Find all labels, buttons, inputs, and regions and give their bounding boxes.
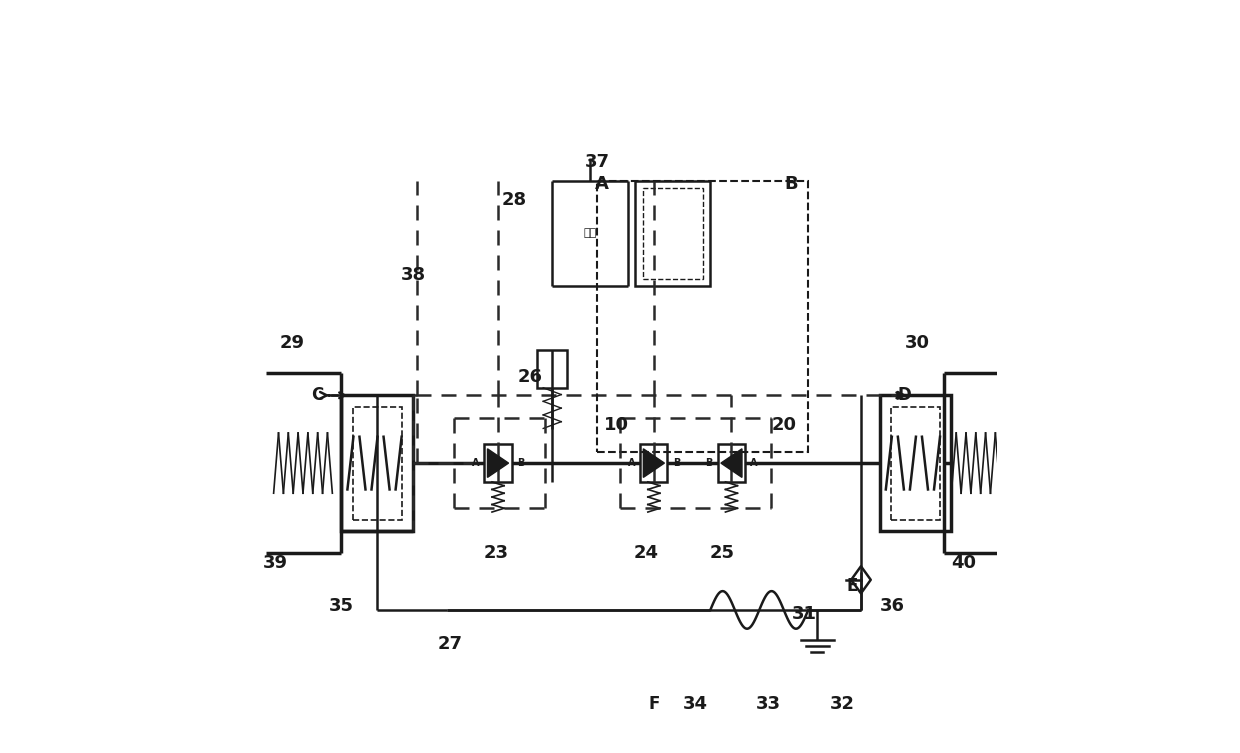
- Text: 电压: 电压: [583, 228, 596, 239]
- Text: 27: 27: [438, 635, 463, 653]
- Bar: [598, 181, 808, 452]
- Bar: [537, 350, 567, 388]
- Text: 24: 24: [634, 544, 658, 562]
- Bar: [880, 395, 951, 531]
- Text: B: B: [673, 458, 681, 468]
- Bar: [642, 188, 703, 279]
- Text: 23: 23: [484, 544, 508, 562]
- Polygon shape: [487, 449, 508, 477]
- Text: 20: 20: [771, 416, 796, 434]
- Bar: [640, 444, 667, 482]
- Text: 29: 29: [280, 334, 305, 352]
- Text: B: B: [517, 458, 525, 468]
- Text: B: B: [706, 458, 713, 468]
- Bar: [485, 444, 512, 482]
- Text: 10: 10: [604, 416, 629, 434]
- Text: 34: 34: [683, 695, 708, 713]
- Text: 36: 36: [880, 597, 905, 615]
- Bar: [341, 395, 413, 531]
- Text: 31: 31: [792, 605, 817, 623]
- Text: 26: 26: [517, 367, 542, 386]
- Text: 35: 35: [329, 597, 353, 615]
- Text: 39: 39: [263, 554, 288, 572]
- Text: A: A: [471, 458, 479, 468]
- Text: F: F: [649, 695, 660, 713]
- Bar: [635, 181, 711, 286]
- Text: 37: 37: [585, 153, 610, 171]
- Bar: [352, 407, 402, 520]
- Text: E: E: [846, 577, 858, 595]
- Bar: [892, 407, 940, 520]
- Text: A: A: [595, 175, 609, 194]
- Polygon shape: [644, 449, 665, 477]
- Text: 28: 28: [502, 191, 527, 209]
- Text: A: A: [750, 458, 758, 468]
- Text: D: D: [898, 386, 911, 404]
- Text: 33: 33: [756, 695, 781, 713]
- Text: 30: 30: [905, 334, 930, 352]
- Polygon shape: [720, 449, 742, 477]
- Text: A: A: [627, 458, 635, 468]
- Text: 40: 40: [951, 554, 977, 572]
- Bar: [718, 444, 745, 482]
- Text: C: C: [311, 386, 324, 404]
- Text: B: B: [785, 175, 799, 194]
- Text: 38: 38: [401, 266, 425, 284]
- Text: 25: 25: [709, 544, 734, 562]
- Text: 32: 32: [830, 695, 854, 713]
